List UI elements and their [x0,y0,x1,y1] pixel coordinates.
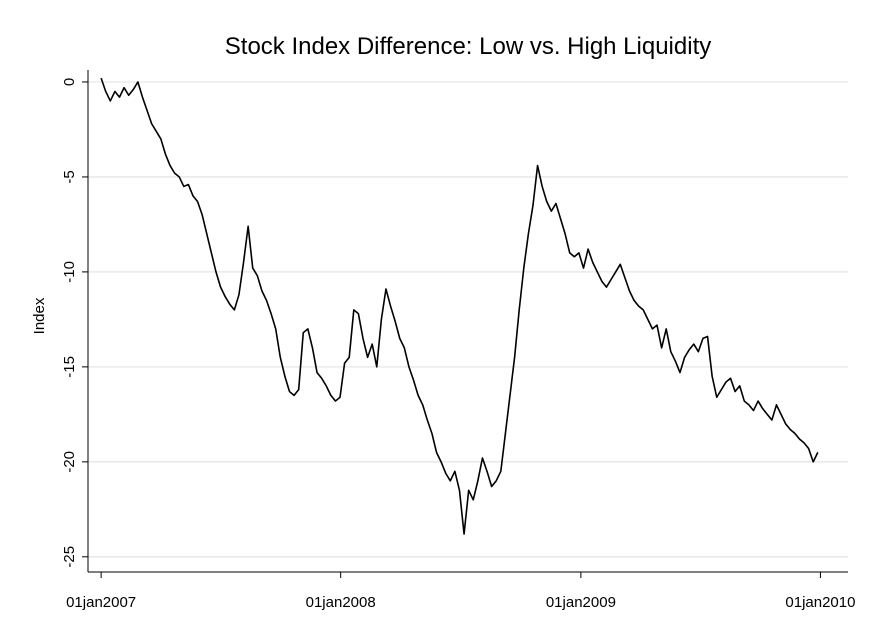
y-axis-label: Index [31,297,48,334]
y-tick-label: -20 [61,451,78,473]
y-tick-label: -5 [61,170,78,183]
x-tick-label: 01jan2007 [66,594,136,611]
y-tick-label: -15 [61,356,78,378]
x-tick-label: 01jan2008 [306,594,376,611]
y-tick-label: -10 [61,261,78,283]
data-line [100,77,819,535]
chart-title: Stock Index Difference: Low vs. High Liq… [225,33,711,60]
x-tick-label: 01jan2009 [546,594,616,611]
y-tick-label: 0 [61,78,78,86]
x-tick-label: 01jan2010 [785,594,855,611]
y-tick-label: -25 [61,546,78,568]
